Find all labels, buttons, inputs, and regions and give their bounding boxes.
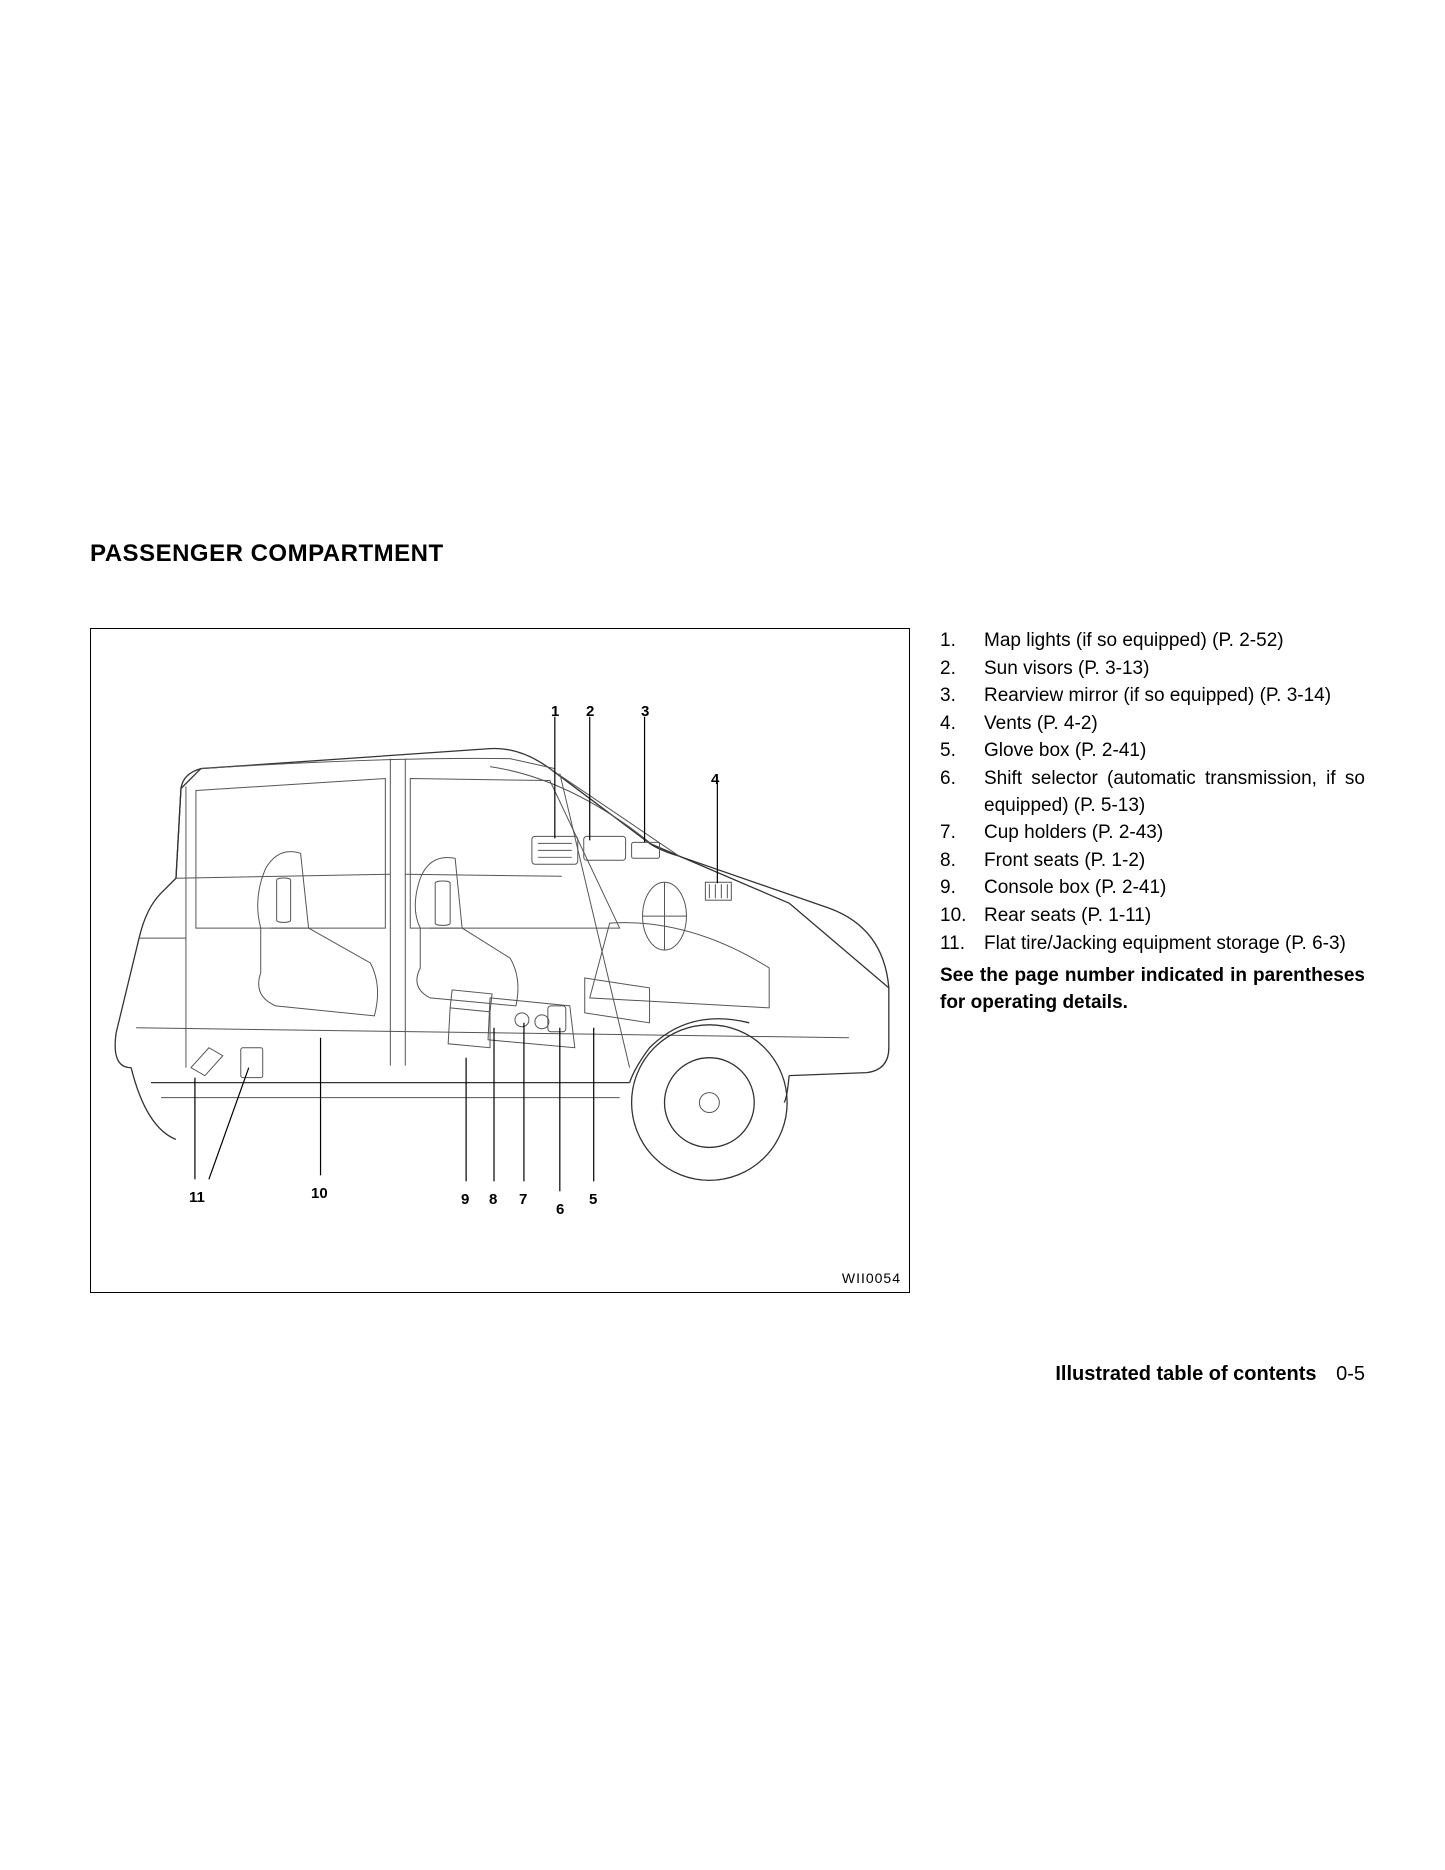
content-row: 1 2 3 4 11 10 9 8 7 6 5 WII0054 1.Map lights (if s…: [90, 628, 1365, 1293]
legend-column: 1.Map lights (if so equipped) (P. 2-52)2…: [940, 628, 1365, 1016]
legend-item: 9.Console box (P. 2-41): [940, 875, 1365, 902]
legend-item: 7.Cup holders (P. 2-43): [940, 820, 1365, 847]
legend-item-number: 6.: [940, 766, 984, 819]
page-footer: Illustrated table of contents 0-5: [90, 1363, 1365, 1386]
legend-item-text: Map lights (if so equipped) (P. 2-52): [984, 628, 1365, 655]
callout-number: 1: [551, 703, 559, 720]
legend-item-text: Rear seats (P. 1-11): [984, 903, 1365, 930]
legend-item-number: 2.: [940, 656, 984, 683]
section-title: PASSENGER COMPARTMENT: [90, 540, 1365, 568]
legend-item: 8.Front seats (P. 1-2): [940, 848, 1365, 875]
figure-code: WII0054: [842, 1270, 901, 1286]
legend-item-number: 10.: [940, 903, 984, 930]
legend-item-text: Console box (P. 2-41): [984, 875, 1365, 902]
legend-item-number: 4.: [940, 711, 984, 738]
legend-item-number: 3.: [940, 683, 984, 710]
callout-number: 10: [311, 1185, 328, 1202]
legend-item: 11.Flat tire/Jacking equipment storage (…: [940, 931, 1365, 958]
figure-box: 1 2 3 4 11 10 9 8 7 6 5 WII0054: [90, 628, 910, 1293]
legend-list: 1.Map lights (if so equipped) (P. 2-52)2…: [940, 628, 1365, 957]
legend-item-text: Glove box (P. 2-41): [984, 738, 1365, 765]
legend-item-number: 8.: [940, 848, 984, 875]
callout-number: 6: [556, 1201, 564, 1218]
legend-item: 10.Rear seats (P. 1-11): [940, 903, 1365, 930]
legend-note: See the page number indicated in paren­t…: [940, 963, 1365, 1016]
legend-item-number: 5.: [940, 738, 984, 765]
legend-item: 1.Map lights (if so equipped) (P. 2-52): [940, 628, 1365, 655]
callout-number: 3: [641, 703, 649, 720]
legend-item: 6.Shift selector (automatic transmission…: [940, 766, 1365, 819]
legend-item: 4.Vents (P. 4-2): [940, 711, 1365, 738]
callout-number: 2: [586, 703, 594, 720]
legend-item-text: Sun visors (P. 3-13): [984, 656, 1365, 683]
legend-item-number: 11.: [940, 931, 984, 958]
legend-item-text: Cup holders (P. 2-43): [984, 820, 1365, 847]
callout-number: 7: [519, 1191, 527, 1208]
callout-number: 9: [461, 1191, 469, 1208]
callout-number: 5: [589, 1191, 597, 1208]
footer-page: 0-5: [1336, 1363, 1365, 1385]
legend-item-text: Rearview mirror (if so equipped) (P. 3-1…: [984, 683, 1365, 710]
legend-item-number: 7.: [940, 820, 984, 847]
legend-item-text: Flat tire/Jacking equipment storage (P. …: [984, 931, 1365, 958]
callout-number: 11: [189, 1189, 205, 1206]
legend-item-text: Front seats (P. 1-2): [984, 848, 1365, 875]
legend-item-number: 1.: [940, 628, 984, 655]
legend-item-text: Shift selector (automatic transmission, …: [984, 766, 1365, 819]
legend-item: 3.Rearview mirror (if so equipped) (P. 3…: [940, 683, 1365, 710]
callout-number: 4: [711, 771, 719, 788]
legend-item-text: Vents (P. 4-2): [984, 711, 1365, 738]
legend-item: 5.Glove box (P. 2-41): [940, 738, 1365, 765]
footer-label: Illustrated table of contents: [1055, 1363, 1316, 1385]
legend-item-number: 9.: [940, 875, 984, 902]
callout-number: 8: [489, 1191, 497, 1208]
legend-item: 2.Sun visors (P. 3-13): [940, 656, 1365, 683]
vehicle-cutaway-diagram: [91, 629, 909, 1292]
